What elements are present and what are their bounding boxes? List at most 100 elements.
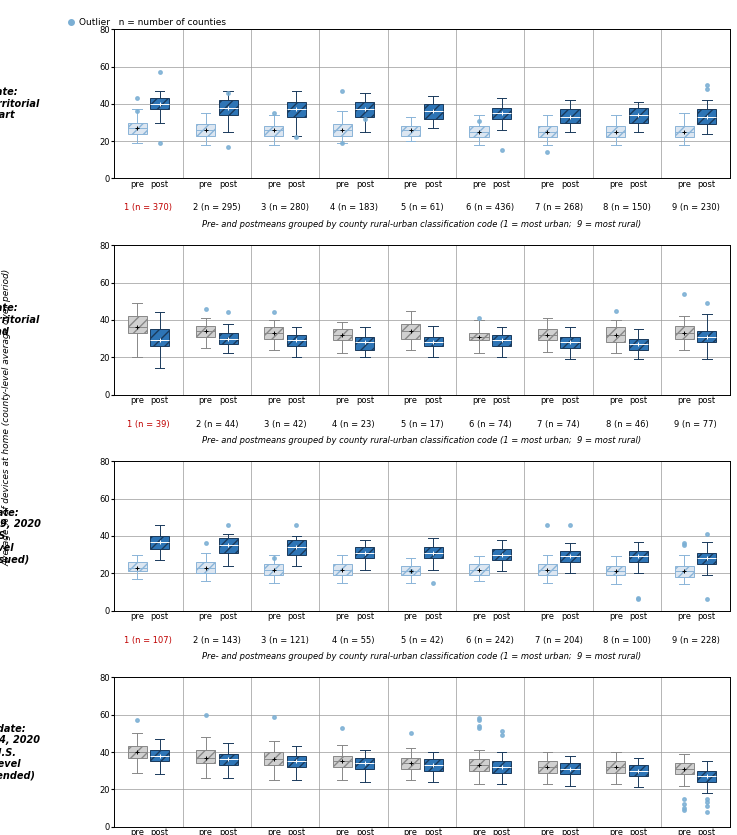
PathPatch shape bbox=[469, 760, 489, 771]
PathPatch shape bbox=[560, 337, 579, 348]
PathPatch shape bbox=[128, 746, 147, 757]
PathPatch shape bbox=[538, 762, 557, 772]
PathPatch shape bbox=[674, 126, 694, 138]
PathPatch shape bbox=[629, 551, 648, 562]
PathPatch shape bbox=[150, 536, 170, 549]
PathPatch shape bbox=[355, 102, 374, 117]
PathPatch shape bbox=[265, 327, 284, 338]
PathPatch shape bbox=[424, 760, 443, 771]
Text: 2 (n = 44): 2 (n = 44) bbox=[195, 419, 238, 428]
PathPatch shape bbox=[218, 538, 237, 553]
PathPatch shape bbox=[674, 763, 694, 774]
PathPatch shape bbox=[218, 333, 237, 344]
Text: 1 (n = 39): 1 (n = 39) bbox=[127, 419, 170, 428]
Text: 2 (n = 295): 2 (n = 295) bbox=[193, 204, 241, 212]
PathPatch shape bbox=[424, 104, 443, 119]
PathPatch shape bbox=[697, 553, 716, 564]
Text: 3 (n = 121): 3 (n = 121) bbox=[261, 635, 309, 645]
PathPatch shape bbox=[332, 756, 352, 767]
PathPatch shape bbox=[287, 335, 306, 346]
Text: Average % of devices at home (county-level average over period): Average % of devices at home (county-lev… bbox=[3, 269, 12, 566]
PathPatch shape bbox=[287, 539, 306, 554]
Text: Index date:
state/territorial
order start: Index date: state/territorial order star… bbox=[0, 87, 41, 120]
PathPatch shape bbox=[560, 763, 579, 774]
PathPatch shape bbox=[128, 316, 147, 333]
PathPatch shape bbox=[469, 564, 489, 575]
Text: 5 (n = 61): 5 (n = 61) bbox=[401, 204, 443, 212]
PathPatch shape bbox=[469, 126, 489, 138]
Text: 9 (n = 77): 9 (n = 77) bbox=[674, 419, 717, 428]
PathPatch shape bbox=[560, 551, 579, 562]
PathPatch shape bbox=[332, 329, 352, 341]
PathPatch shape bbox=[469, 333, 489, 341]
Text: 8 (n = 100): 8 (n = 100) bbox=[603, 635, 651, 645]
Text: 9 (n = 228): 9 (n = 228) bbox=[671, 635, 719, 645]
PathPatch shape bbox=[196, 750, 215, 763]
PathPatch shape bbox=[355, 547, 374, 559]
Text: Pre- and postmeans grouped by county rural-urban classification code (1 = most u: Pre- and postmeans grouped by county rur… bbox=[203, 652, 641, 661]
PathPatch shape bbox=[401, 757, 420, 769]
Text: Pre- and postmeans grouped by county rural-urban classification code (1 = most u: Pre- and postmeans grouped by county rur… bbox=[203, 220, 641, 229]
PathPatch shape bbox=[150, 750, 170, 762]
Text: 7 (n = 204): 7 (n = 204) bbox=[535, 635, 583, 645]
Text: 3 (n = 280): 3 (n = 280) bbox=[261, 204, 310, 212]
Text: Index date:
April 24, 2020
(first U.S.
state-level
order ended): Index date: April 24, 2020 (first U.S. s… bbox=[0, 724, 41, 780]
PathPatch shape bbox=[424, 337, 443, 346]
PathPatch shape bbox=[401, 566, 420, 575]
PathPatch shape bbox=[697, 771, 716, 782]
PathPatch shape bbox=[355, 757, 374, 769]
PathPatch shape bbox=[492, 762, 511, 772]
Text: Index date:
state/territorial
order end: Index date: state/territorial order end bbox=[0, 303, 41, 337]
PathPatch shape bbox=[424, 547, 443, 559]
PathPatch shape bbox=[265, 752, 284, 765]
PathPatch shape bbox=[332, 124, 352, 135]
PathPatch shape bbox=[607, 126, 626, 138]
Text: Index date:
March 19, 2020
(first U.S.
state-level
order issued): Index date: March 19, 2020 (first U.S. s… bbox=[0, 508, 41, 564]
PathPatch shape bbox=[128, 123, 147, 134]
PathPatch shape bbox=[150, 329, 170, 346]
Text: 4 (n = 55): 4 (n = 55) bbox=[332, 635, 375, 645]
PathPatch shape bbox=[265, 126, 284, 135]
Text: 1 (n = 370): 1 (n = 370) bbox=[125, 204, 172, 212]
Text: 6 (n = 242): 6 (n = 242) bbox=[467, 635, 514, 645]
PathPatch shape bbox=[492, 549, 511, 560]
PathPatch shape bbox=[196, 562, 215, 574]
PathPatch shape bbox=[492, 108, 511, 119]
PathPatch shape bbox=[218, 754, 237, 765]
PathPatch shape bbox=[697, 109, 716, 124]
Text: 4 (n = 23): 4 (n = 23) bbox=[332, 419, 375, 428]
Text: Pre- and postmeans grouped by county rural-urban classification code (1 = most u: Pre- and postmeans grouped by county rur… bbox=[203, 436, 641, 445]
PathPatch shape bbox=[607, 566, 626, 575]
PathPatch shape bbox=[629, 338, 648, 350]
Text: 5 (n = 42): 5 (n = 42) bbox=[401, 635, 443, 645]
Text: 8 (n = 150): 8 (n = 150) bbox=[603, 204, 651, 212]
PathPatch shape bbox=[196, 326, 215, 337]
PathPatch shape bbox=[355, 337, 374, 350]
PathPatch shape bbox=[401, 126, 420, 135]
PathPatch shape bbox=[150, 99, 170, 109]
PathPatch shape bbox=[538, 564, 557, 575]
PathPatch shape bbox=[674, 326, 694, 338]
Text: 5 (n = 17): 5 (n = 17) bbox=[401, 419, 443, 428]
PathPatch shape bbox=[607, 327, 626, 342]
PathPatch shape bbox=[287, 102, 306, 117]
PathPatch shape bbox=[401, 324, 420, 338]
Text: 3 (n = 42): 3 (n = 42) bbox=[264, 419, 307, 428]
PathPatch shape bbox=[607, 762, 626, 772]
Text: 8 (n = 46): 8 (n = 46) bbox=[606, 419, 649, 428]
PathPatch shape bbox=[560, 109, 579, 123]
PathPatch shape bbox=[697, 331, 716, 342]
Text: 1 (n = 107): 1 (n = 107) bbox=[125, 635, 172, 645]
PathPatch shape bbox=[332, 564, 352, 575]
Legend: Outlier   n = number of counties: Outlier n = number of counties bbox=[63, 14, 229, 31]
PathPatch shape bbox=[218, 100, 237, 115]
Text: 7 (n = 74): 7 (n = 74) bbox=[537, 419, 580, 428]
PathPatch shape bbox=[128, 562, 147, 571]
PathPatch shape bbox=[538, 329, 557, 341]
Text: 7 (n = 268): 7 (n = 268) bbox=[534, 204, 583, 212]
PathPatch shape bbox=[492, 335, 511, 346]
Text: 9 (n = 230): 9 (n = 230) bbox=[671, 204, 719, 212]
PathPatch shape bbox=[287, 756, 306, 767]
PathPatch shape bbox=[629, 108, 648, 123]
Text: 2 (n = 143): 2 (n = 143) bbox=[193, 635, 241, 645]
